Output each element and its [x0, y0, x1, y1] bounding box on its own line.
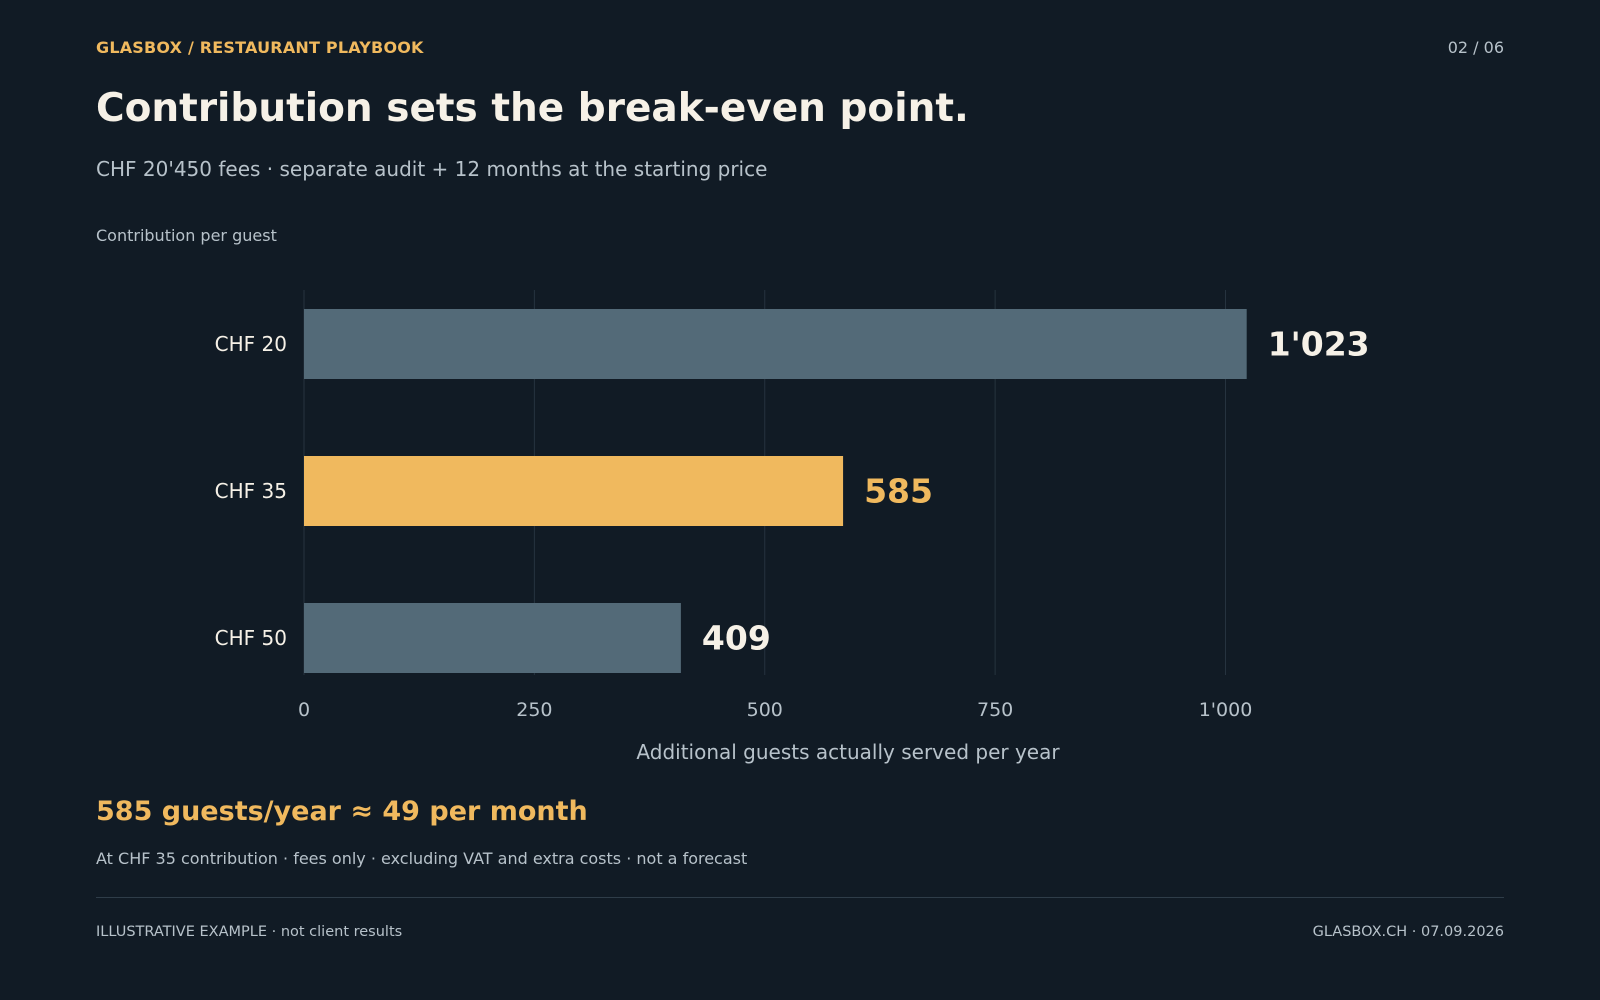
bar-2 [304, 603, 681, 673]
page-title: Contribution sets the break-even point. [96, 86, 969, 131]
x-tick-label-1: 250 [516, 699, 552, 721]
category-label-0: CHF 20 [215, 332, 287, 356]
x-axis-label: Additional guests actually served per ye… [636, 740, 1060, 764]
category-label-2: CHF 50 [215, 626, 287, 650]
summary-note: At CHF 35 contribution · fees only · exc… [96, 849, 748, 868]
bar-1 [304, 456, 844, 526]
x-tick-label-0: 0 [298, 699, 310, 721]
x-tick-label-2: 500 [747, 699, 783, 721]
brand-breadcrumb: GLASBOX / RESTAURANT PLAYBOOK [96, 38, 424, 57]
page-subtitle: CHF 20'450 fees · separate audit + 12 mo… [96, 157, 768, 181]
x-tick-label-4: 1'000 [1199, 699, 1253, 721]
category-label-1: CHF 35 [215, 479, 287, 503]
bar-0 [304, 309, 1247, 379]
value-label-1: 585 [864, 472, 933, 511]
value-label-2: 409 [702, 619, 771, 658]
bar-chart: CHF 20 1'023 CHF 35 585 CHF 50 409 0 250 500 750 1… [215, 290, 1370, 764]
footer-disclaimer: ILLUSTRATIVE EXAMPLE · not client result… [96, 924, 403, 940]
x-tick-label-3: 750 [977, 699, 1013, 721]
footer-site-date: GLASBOX.CH · 07.09.2026 [1312, 924, 1504, 940]
summary-headline: 585 guests/year ≈ 49 per month [96, 796, 588, 827]
footer-divider [96, 897, 1504, 898]
chart-title: Contribution per guest [96, 226, 277, 245]
value-label-0: 1'023 [1268, 325, 1370, 364]
page-counter: 02 / 06 [1447, 38, 1504, 57]
